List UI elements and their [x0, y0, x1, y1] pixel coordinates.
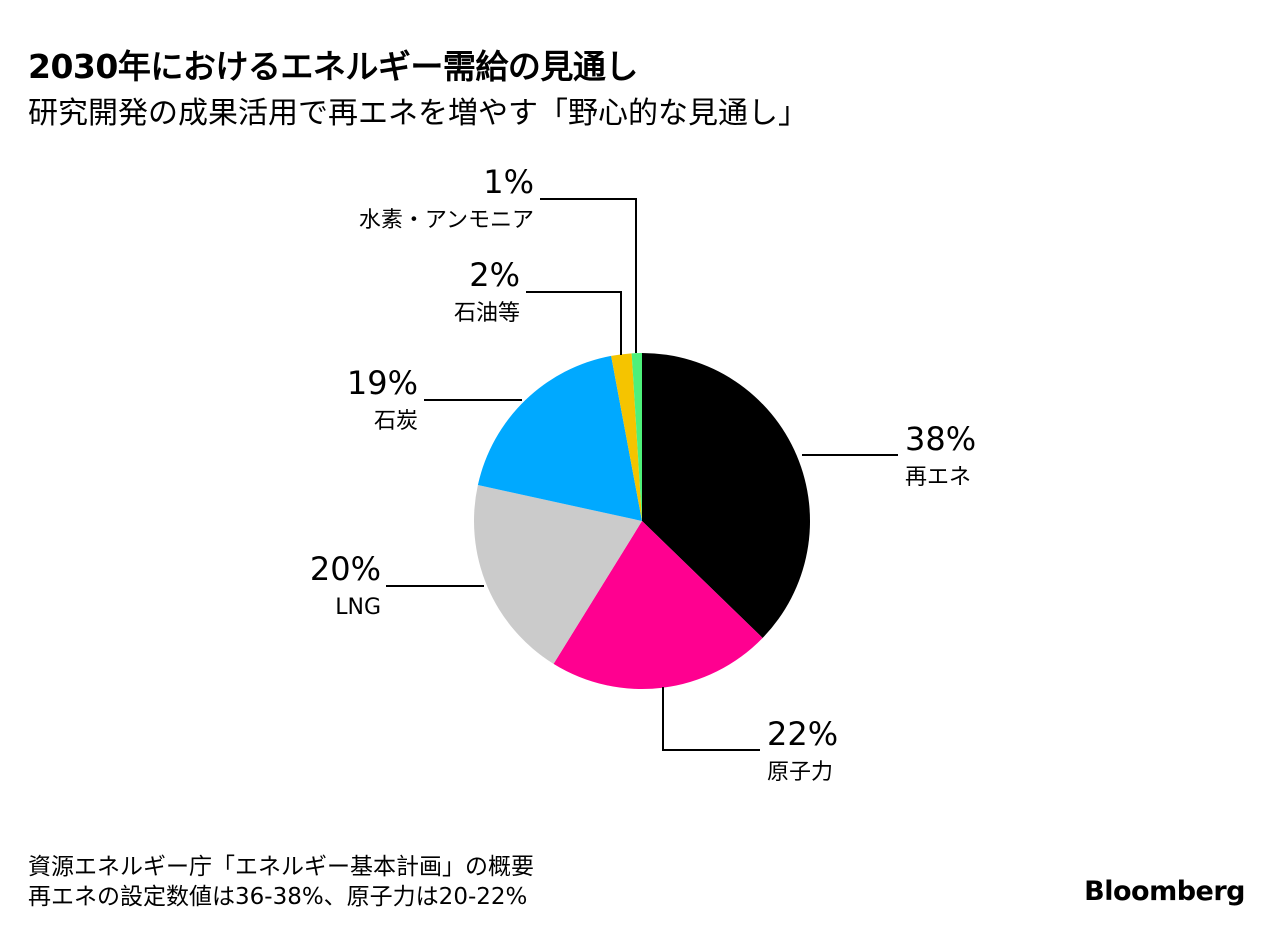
data-label-lng: 20% — [310, 550, 381, 588]
footnote-line-1: 資源エネルギー庁「エネルギー基本計画」の概要 — [28, 854, 534, 880]
category-label-coal: 石炭 — [374, 409, 418, 434]
pie-slice-hydrogen-ammonia — [631, 353, 642, 521]
data-label-nuclear: 22% — [767, 715, 838, 753]
data-label-hydrogen-ammonia: 1% — [483, 163, 534, 201]
footnote: 資源エネルギー庁「エネルギー基本計画」の概要 再エネの設定数値は36-38%、原… — [28, 852, 534, 912]
pie-slice-renewables — [642, 352, 811, 638]
pie-slice-coal — [477, 355, 642, 521]
bloomberg-logo: Bloomberg — [1084, 876, 1245, 907]
footnote-line-2: 再エネの設定数値は36-38%、原子力は20-22% — [28, 884, 528, 910]
category-label-renewables: 再エネ — [905, 465, 971, 490]
category-label-oil: 石油等 — [454, 301, 520, 326]
category-label-nuclear: 原子力 — [767, 760, 833, 785]
leader-line-hydrogen-ammonia — [540, 198, 637, 353]
leader-line-nuclear — [662, 687, 760, 751]
leader-line-oil — [526, 291, 622, 355]
category-label-lng: LNG — [335, 595, 381, 620]
pie-slice-oil — [611, 353, 642, 521]
data-label-coal: 19% — [347, 364, 418, 402]
pie-slice-lng — [474, 485, 642, 664]
data-label-renewables: 38% — [905, 420, 976, 458]
chart-subtitle: 研究開発の成果活用で再エネを増やす「野心的な見通し」 — [28, 96, 808, 131]
data-label-oil: 2% — [469, 256, 520, 294]
pie-slice-nuclear — [553, 521, 763, 690]
category-label-hydrogen-ammonia: 水素・アンモニア — [359, 208, 534, 233]
chart-title: 2030年におけるエネルギー需給の見通し — [28, 47, 638, 86]
